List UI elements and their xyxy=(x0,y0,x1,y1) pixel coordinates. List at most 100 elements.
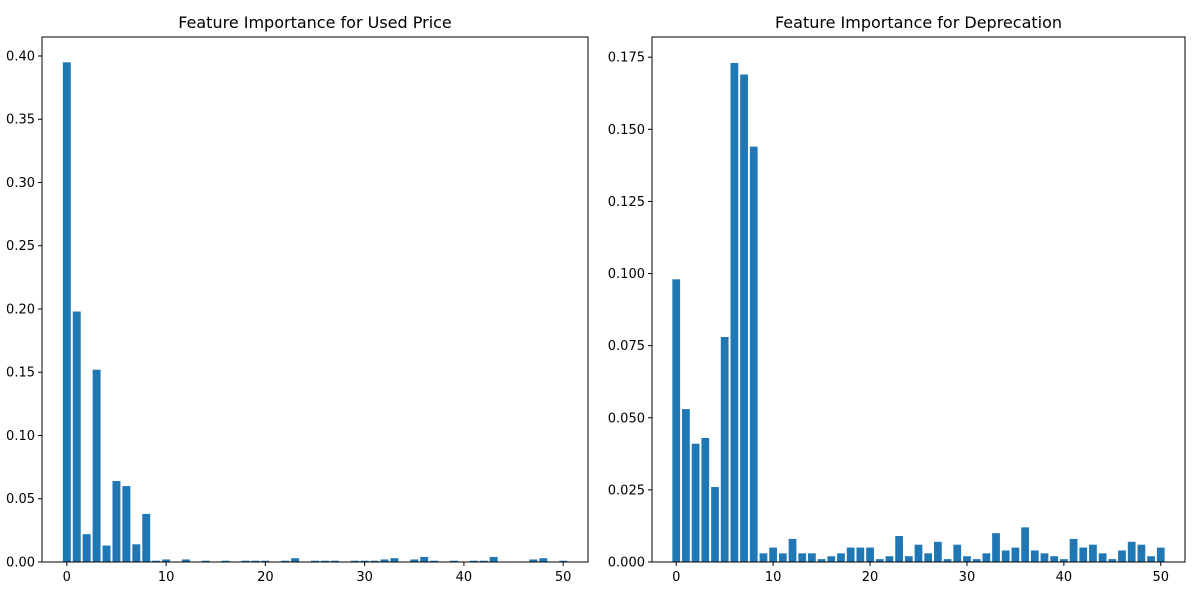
bar-20 xyxy=(866,547,874,562)
bar-49 xyxy=(1147,556,1155,562)
y-tick-label: 0.05 xyxy=(6,492,35,507)
y-tick-label: 0.30 xyxy=(6,176,35,191)
y-tick-label: 0.10 xyxy=(6,429,35,444)
bar-18 xyxy=(846,547,855,562)
bar-28 xyxy=(943,559,952,562)
plot-frame xyxy=(41,36,589,563)
bar-33 xyxy=(390,558,399,562)
bar-26 xyxy=(320,560,329,562)
bar-42 xyxy=(479,560,488,562)
y-tick-label: 0.125 xyxy=(608,195,645,210)
y-tick-label: 0.025 xyxy=(608,483,645,498)
bar-47 xyxy=(529,559,538,562)
bar-35 xyxy=(410,559,419,562)
bar-13 xyxy=(798,553,807,562)
bar-10 xyxy=(769,547,778,562)
bar-41 xyxy=(469,560,478,562)
bar-18 xyxy=(241,560,250,562)
bar-27 xyxy=(330,560,339,562)
bar-2 xyxy=(691,443,700,562)
bar-38 xyxy=(1040,553,1049,562)
bar-48 xyxy=(1137,544,1146,562)
bar-41 xyxy=(1069,538,1078,562)
x-tick-label: 0 xyxy=(672,570,680,585)
bar-12 xyxy=(788,538,797,562)
y-tick-label: 0.150 xyxy=(608,123,645,138)
x-tick-label: 30 xyxy=(959,570,976,585)
bar-35 xyxy=(1011,547,1020,562)
bar-3 xyxy=(92,369,101,562)
bar-16 xyxy=(827,556,836,562)
bar-24 xyxy=(904,556,913,562)
y-tick-label: 0.000 xyxy=(608,556,645,571)
chart-title: Feature Importance for Deprecation xyxy=(775,13,1062,32)
bar-48 xyxy=(539,558,548,562)
bar-43 xyxy=(1089,544,1097,562)
bar-23 xyxy=(291,558,300,562)
y-tick-label: 0.35 xyxy=(6,113,35,128)
bar-25 xyxy=(311,560,319,562)
bar-8 xyxy=(142,513,151,562)
bar-2 xyxy=(82,534,91,562)
bar-17 xyxy=(837,553,845,562)
bar-7 xyxy=(740,74,748,562)
y-tick-label: 0.00 xyxy=(6,556,35,571)
bar-29 xyxy=(350,560,359,562)
bar-10 xyxy=(162,559,171,562)
bar-36 xyxy=(420,556,429,562)
bar-16 xyxy=(221,560,230,562)
bar-14 xyxy=(201,560,210,562)
y-tick-label: 0.100 xyxy=(608,267,645,282)
bar-46 xyxy=(1118,550,1126,562)
chart-used-price: Feature Importance for Used Price 0 10 20 3… xyxy=(6,13,589,585)
bar-group xyxy=(672,62,1165,562)
bar-39 xyxy=(1050,556,1059,562)
x-tick-label: 50 xyxy=(1152,570,1169,585)
y-tick-label: 0.175 xyxy=(608,51,645,66)
bar-44 xyxy=(1098,553,1107,562)
bar-7 xyxy=(132,544,141,562)
bar-19 xyxy=(251,560,260,562)
x-tick-label: 20 xyxy=(862,570,879,585)
y-tick-label: 0.15 xyxy=(6,366,35,381)
bar-36 xyxy=(1021,527,1029,562)
bar-37 xyxy=(430,560,439,562)
bar-30 xyxy=(963,556,971,562)
bar-5 xyxy=(720,337,729,562)
bar-9 xyxy=(759,553,768,562)
x-tick-label: 10 xyxy=(765,570,782,585)
bar-8 xyxy=(749,146,758,562)
bar-5 xyxy=(112,481,121,562)
bar-50 xyxy=(1156,547,1165,562)
bar-21 xyxy=(875,559,884,562)
y-tick-label: 0.40 xyxy=(6,49,35,64)
bar-9 xyxy=(152,560,161,562)
x-tick-label: 30 xyxy=(356,570,373,585)
x-tick-label: 0 xyxy=(63,570,71,585)
bar-47 xyxy=(1127,541,1136,562)
bar-34 xyxy=(1001,550,1010,562)
bar-30 xyxy=(360,560,369,562)
bar-19 xyxy=(856,547,865,562)
x-tick-label: 10 xyxy=(158,570,175,585)
y-tick-label: 0.25 xyxy=(6,239,35,254)
x-tick-label: 20 xyxy=(257,570,274,585)
bar-25 xyxy=(914,544,923,562)
bar-4 xyxy=(102,545,111,562)
y-tick-label: 0.050 xyxy=(608,411,645,426)
y-tick-label: 0.075 xyxy=(608,339,645,354)
bar-0 xyxy=(62,62,71,562)
bar-22 xyxy=(885,556,894,562)
bar-40 xyxy=(1059,559,1068,562)
y-tick-label: 0.20 xyxy=(6,302,35,317)
bar-33 xyxy=(992,533,1000,562)
x-tick-label: 40 xyxy=(456,570,473,585)
bar-31 xyxy=(972,559,981,562)
bar-6 xyxy=(122,486,131,562)
bar-42 xyxy=(1079,547,1088,562)
x-tick-label: 50 xyxy=(555,570,572,585)
bar-0 xyxy=(672,279,681,562)
bar-1 xyxy=(72,311,81,562)
bar-45 xyxy=(1108,559,1117,562)
